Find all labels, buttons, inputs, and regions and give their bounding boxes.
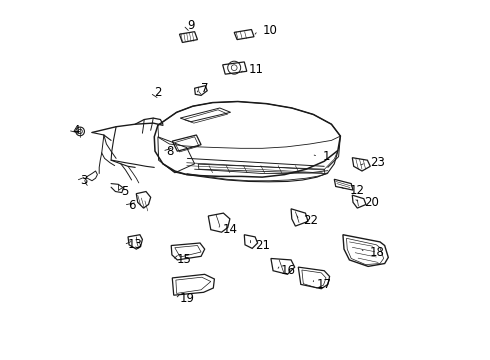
Text: 7: 7 xyxy=(201,82,209,95)
Text: 8: 8 xyxy=(167,145,174,158)
Text: 2: 2 xyxy=(154,86,162,99)
Text: 5: 5 xyxy=(121,185,128,198)
Text: 1: 1 xyxy=(322,150,330,163)
Text: 6: 6 xyxy=(128,199,136,212)
Text: 17: 17 xyxy=(317,278,332,291)
Text: 19: 19 xyxy=(179,292,195,305)
Text: 21: 21 xyxy=(255,239,270,252)
Text: 20: 20 xyxy=(365,196,379,209)
Text: 11: 11 xyxy=(248,63,264,76)
Text: 10: 10 xyxy=(262,24,277,37)
Text: 3: 3 xyxy=(80,174,88,187)
Text: 4: 4 xyxy=(72,124,80,137)
Text: 23: 23 xyxy=(370,156,385,169)
Text: 22: 22 xyxy=(303,214,318,227)
Text: 15: 15 xyxy=(176,253,192,266)
Text: 14: 14 xyxy=(222,223,237,236)
Text: 9: 9 xyxy=(187,19,195,32)
Text: 16: 16 xyxy=(281,264,296,277)
Text: 18: 18 xyxy=(369,246,384,259)
Text: 13: 13 xyxy=(128,238,143,251)
Text: 12: 12 xyxy=(350,184,365,197)
